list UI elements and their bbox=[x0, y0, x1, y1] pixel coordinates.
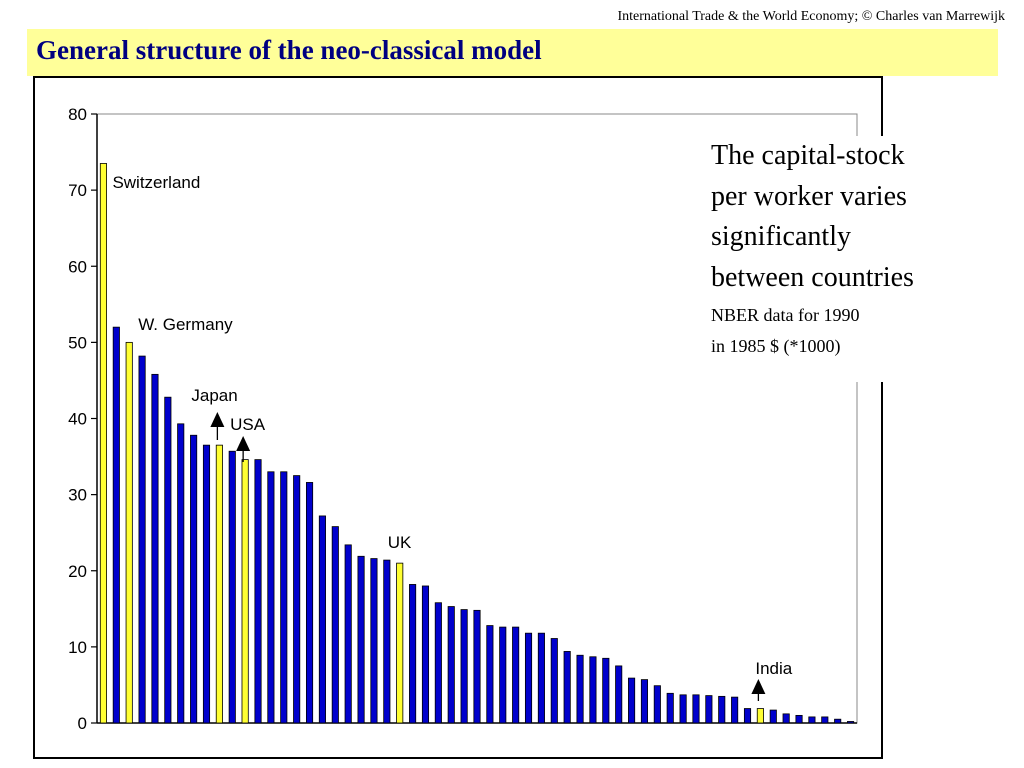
bar bbox=[692, 694, 700, 724]
title-bar: General structure of the neo-classical m… bbox=[27, 29, 998, 76]
bar bbox=[653, 685, 661, 724]
bar bbox=[164, 396, 172, 724]
bar bbox=[834, 718, 842, 724]
annotation-arrow-head bbox=[751, 679, 766, 694]
bar bbox=[847, 721, 855, 724]
bar bbox=[254, 459, 262, 724]
bar bbox=[550, 638, 558, 724]
bar-highlighted bbox=[125, 341, 133, 724]
country-label: India bbox=[755, 659, 792, 678]
bar bbox=[602, 657, 610, 724]
y-tick-label: 20 bbox=[68, 562, 87, 581]
y-tick-label: 60 bbox=[68, 257, 87, 276]
bar bbox=[344, 544, 352, 724]
bar bbox=[782, 713, 790, 724]
country-label: Japan bbox=[191, 386, 237, 405]
note-source: NBER data for 1990 bbox=[711, 305, 860, 325]
bar bbox=[267, 471, 275, 724]
annotation-arrow-head bbox=[210, 412, 225, 427]
country-label: UK bbox=[388, 533, 412, 552]
bar bbox=[202, 444, 211, 724]
bar bbox=[305, 482, 314, 724]
bar-chart: 0 10 20 30 40 50 60 70 80 Switzerland W. Germany Ja… bbox=[68, 105, 858, 733]
country-label: Switzerland bbox=[112, 173, 200, 192]
bar bbox=[512, 626, 520, 724]
bar bbox=[589, 656, 597, 724]
y-tick-label: 10 bbox=[68, 638, 87, 657]
bar bbox=[460, 609, 468, 724]
bar-highlighted bbox=[396, 562, 404, 724]
bar bbox=[280, 471, 288, 724]
bar bbox=[640, 679, 649, 724]
bar bbox=[151, 373, 159, 724]
note-units: in 1985 $ (*1000) bbox=[711, 336, 841, 356]
bar bbox=[666, 692, 674, 724]
bar bbox=[499, 626, 507, 724]
bar bbox=[576, 654, 584, 724]
bar bbox=[705, 695, 713, 724]
bar bbox=[769, 709, 777, 724]
bar bbox=[628, 677, 636, 724]
bar bbox=[537, 632, 545, 724]
bar bbox=[679, 694, 687, 724]
bar bbox=[112, 326, 120, 724]
bar bbox=[421, 585, 430, 724]
note-headline: The capital-stock per worker varies sign… bbox=[711, 140, 914, 293]
bar-highlighted bbox=[99, 163, 107, 724]
bar bbox=[731, 696, 739, 724]
bar bbox=[718, 695, 726, 724]
bar bbox=[447, 606, 455, 724]
bar bbox=[434, 602, 442, 724]
bar bbox=[293, 475, 301, 724]
bar bbox=[795, 714, 803, 724]
y-tick-label: 30 bbox=[68, 486, 87, 505]
y-tick-label: 80 bbox=[68, 105, 87, 124]
y-tick-label: 40 bbox=[68, 410, 87, 429]
bar bbox=[331, 526, 339, 724]
chart-note: The capital-stock per worker varies sign… bbox=[703, 136, 965, 382]
bar bbox=[138, 355, 146, 724]
annotation-arrow-head bbox=[236, 436, 251, 451]
bar bbox=[370, 558, 378, 724]
bar bbox=[383, 559, 391, 724]
y-tick-label: 50 bbox=[68, 333, 87, 352]
bar bbox=[486, 625, 494, 724]
bar bbox=[177, 423, 185, 724]
slide-title: General structure of the neo-classical m… bbox=[36, 35, 542, 65]
bar bbox=[743, 708, 752, 724]
bar bbox=[615, 665, 623, 724]
bar bbox=[473, 609, 481, 724]
y-tick-label: 0 bbox=[78, 714, 87, 733]
country-label: W. Germany bbox=[138, 315, 233, 334]
bar bbox=[357, 555, 365, 724]
bar bbox=[563, 651, 571, 724]
y-tick-label: 70 bbox=[68, 181, 87, 200]
bar bbox=[821, 716, 829, 724]
country-label: USA bbox=[230, 415, 266, 434]
bar bbox=[190, 434, 198, 724]
bar bbox=[524, 632, 533, 724]
bar bbox=[318, 515, 326, 724]
bar-highlighted bbox=[756, 708, 764, 724]
bar-highlighted bbox=[215, 444, 223, 724]
bar-highlighted bbox=[241, 459, 249, 724]
credit-line: International Trade & the World Economy;… bbox=[617, 9, 1005, 24]
bar bbox=[409, 584, 417, 724]
bar bbox=[228, 450, 236, 724]
bar bbox=[808, 716, 816, 724]
